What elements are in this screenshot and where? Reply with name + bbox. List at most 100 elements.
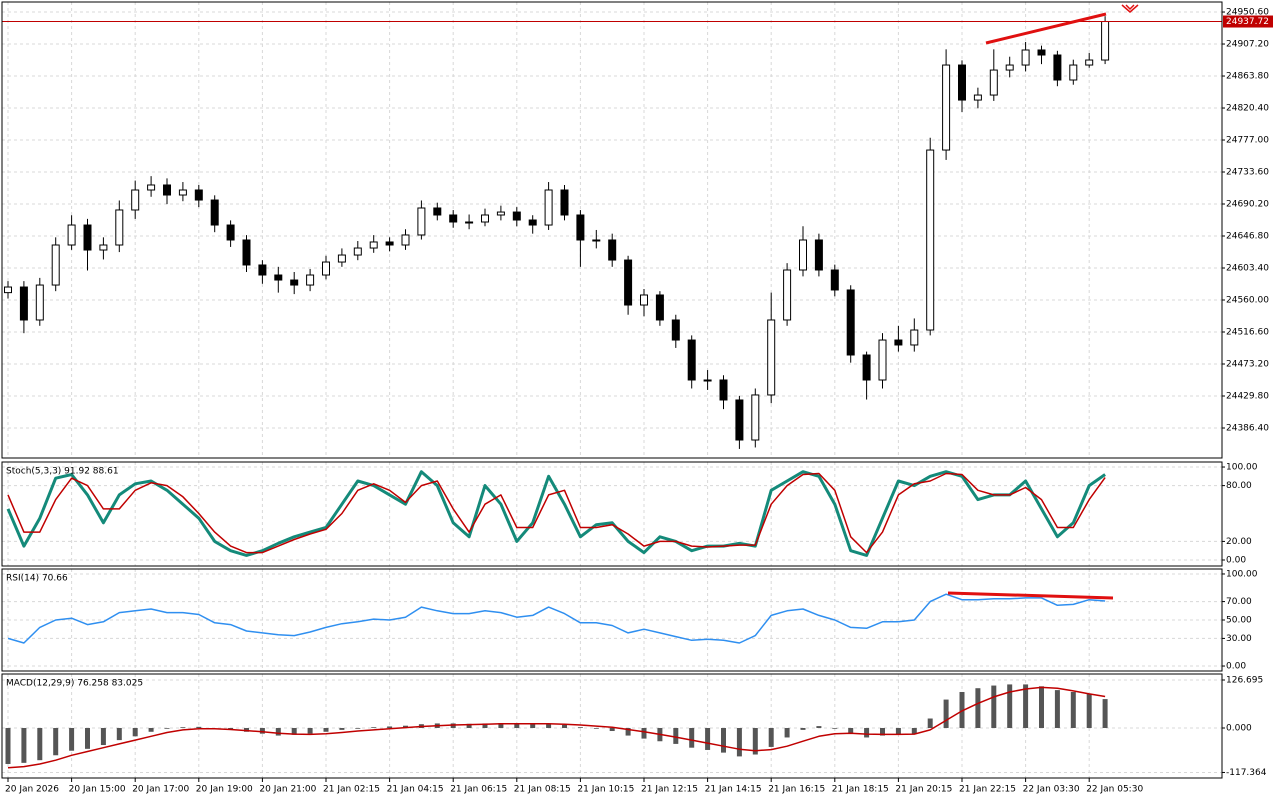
histogram-bar: [1070, 691, 1076, 728]
candle-body: [862, 354, 871, 381]
histogram-bar: [832, 727, 838, 729]
candle-body: [258, 264, 267, 276]
candle-body: [512, 211, 521, 221]
histogram-bar: [5, 727, 11, 764]
histogram-bar: [784, 727, 790, 738]
histogram-bar: [880, 727, 885, 736]
pane-title: RSI(14) 70.66: [6, 574, 68, 584]
x-tick-label: 20 Jan 15:00: [69, 785, 126, 795]
x-tick-label: 22 Jan 03:30: [1023, 785, 1080, 795]
histogram-bar: [259, 727, 265, 734]
x-tick-label: 21 Jan 06:15: [450, 785, 507, 795]
y-tick-label: 30.00: [1226, 634, 1252, 644]
candle-body: [544, 189, 553, 226]
histogram-bar: [848, 727, 854, 734]
macd-pane-frame: [1, 673, 1223, 779]
histogram-bar: [721, 727, 726, 753]
histogram-bar: [323, 727, 329, 732]
candle-body: [131, 189, 140, 211]
candle-body: [449, 214, 458, 223]
histogram-bar: [752, 727, 758, 755]
candle-body: [735, 399, 744, 441]
candle-body: [687, 339, 696, 381]
y-tick-label: 24777.00: [1226, 136, 1269, 146]
candle-body: [242, 239, 251, 266]
pane-title: Stoch(5,3,3) 91.92 88.61: [6, 467, 119, 477]
histogram-bar: [132, 727, 138, 737]
candle-body: [83, 224, 92, 251]
candle-body: [99, 244, 108, 251]
candle-body: [926, 149, 935, 331]
trend-line: [985, 12, 1107, 45]
x-tick-label: 21 Jan 12:15: [641, 785, 698, 795]
histogram-bar: [164, 727, 170, 729]
histogram-bar: [355, 727, 361, 729]
candle-body: [592, 239, 601, 242]
histogram-bar: [514, 723, 520, 728]
y-tick-label: 24907.20: [1226, 40, 1269, 50]
histogram-bar: [116, 727, 122, 741]
histogram-bar: [530, 724, 536, 728]
mark-layer: [2, 16, 1222, 769]
y-tick-label: 24950.60: [1226, 8, 1269, 18]
histogram-bar: [991, 685, 997, 728]
x-tick-label: 21 Jan 22:15: [959, 785, 1016, 795]
candle-body: [799, 239, 807, 271]
y-tick-label: 24690.20: [1226, 200, 1269, 210]
y-tick-label: 24473.20: [1226, 359, 1269, 369]
histogram-bar: [577, 727, 583, 728]
y-tick-label: 0.00: [1226, 556, 1246, 566]
candle-body: [942, 64, 951, 151]
histogram-bar: [1023, 684, 1029, 728]
y-tick-label: 24386.40: [1226, 423, 1269, 433]
histogram-bar: [1054, 690, 1060, 728]
candle-body: [496, 211, 505, 216]
candle-body: [35, 284, 44, 321]
y-tick-label: 24820.40: [1226, 104, 1269, 114]
candle-body: [369, 241, 378, 249]
histogram-bar: [641, 727, 647, 739]
histogram-bar: [768, 727, 774, 747]
candle-body: [878, 339, 887, 381]
histogram-bar: [689, 727, 695, 748]
candle-body: [528, 219, 537, 226]
candle-body: [401, 234, 410, 246]
histogram-bar: [705, 727, 711, 750]
y-tick-label: 100.00: [1226, 463, 1258, 473]
candle-body: [1085, 59, 1094, 66]
histogram-bar: [100, 727, 106, 746]
candle-body: [306, 274, 315, 286]
y-tick-label: -117.364: [1226, 768, 1267, 778]
x-tick-label: 20 Jan 17:00: [132, 785, 189, 795]
histogram-bar: [148, 727, 154, 732]
candle-body: [417, 207, 426, 236]
x-tick-label: 22 Jan 05:30: [1086, 785, 1143, 795]
y-tick-label: 24516.60: [1226, 328, 1269, 338]
y-tick-label: 24429.80: [1226, 391, 1269, 401]
y-tick-label: 70.00: [1226, 597, 1252, 607]
y-tick-label: 24646.80: [1226, 232, 1269, 242]
pane-title: MACD(12,29,9) 76.258 83.025: [6, 679, 143, 689]
histogram-bar: [275, 727, 281, 736]
candle-body: [783, 269, 792, 321]
candle-body: [719, 379, 728, 401]
candle-body: [178, 189, 187, 196]
y-tick-label: 0.000: [1226, 723, 1252, 733]
histogram-bar: [959, 691, 965, 728]
candle-body: [1053, 54, 1062, 81]
candle-body: [814, 239, 823, 271]
histogram-bar: [387, 726, 393, 728]
histogram-bar: [800, 727, 806, 730]
candle-body: [67, 224, 76, 246]
x-tick-label: 21 Jan 04:15: [387, 785, 444, 795]
candle-body: [703, 379, 712, 382]
candle-body: [337, 254, 346, 263]
candle-body: [290, 279, 299, 286]
stoch-pane-frame: [1, 461, 1223, 567]
candle-body: [115, 209, 124, 246]
y-tick-label: 24863.80: [1226, 72, 1269, 82]
histogram-bar: [371, 727, 377, 728]
